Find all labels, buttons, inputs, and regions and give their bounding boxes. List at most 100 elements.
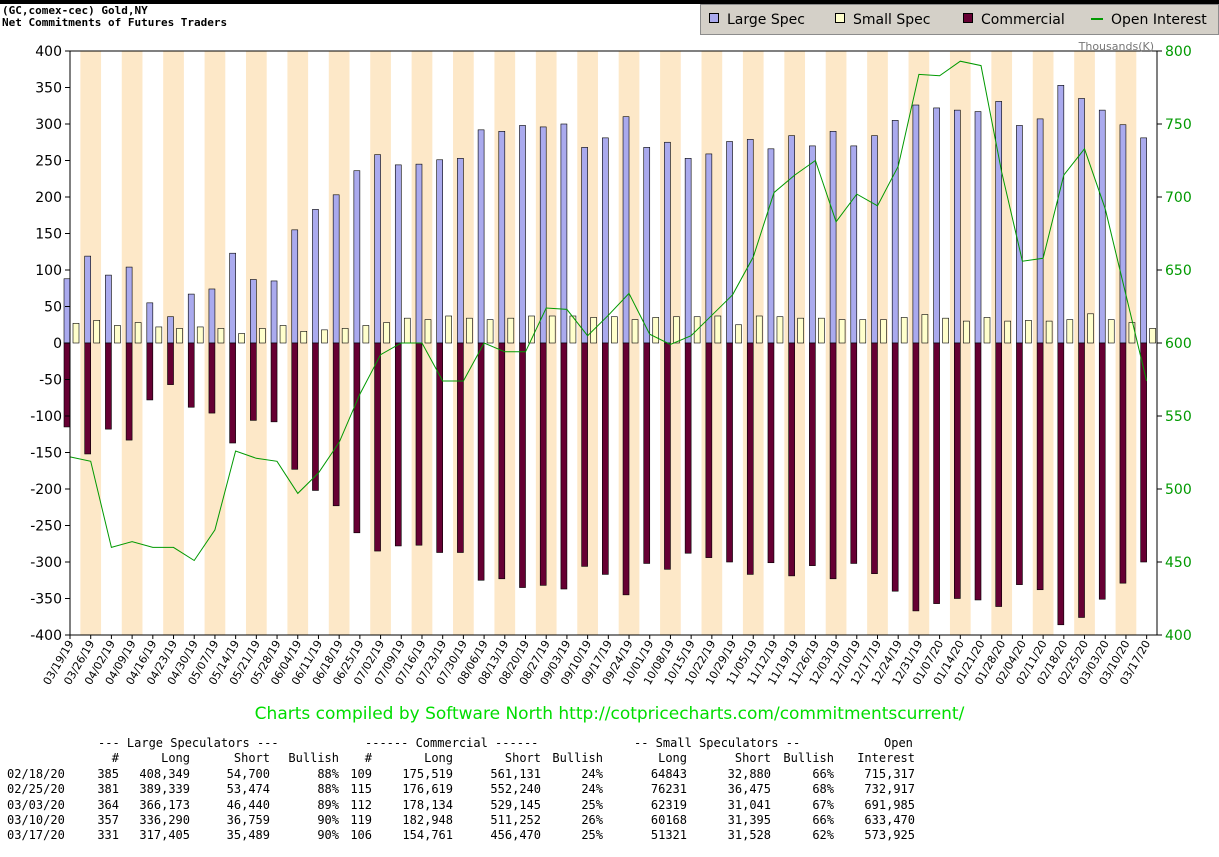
small-spec-bar	[859, 319, 867, 344]
legend-label: Small Spec	[853, 12, 931, 28]
table-cell: 175,519	[402, 767, 453, 781]
column-header: Long	[658, 751, 687, 765]
column-header: Long	[424, 751, 453, 765]
commercial-bar	[229, 342, 236, 444]
large-spec-bar	[664, 141, 671, 344]
commercial-bar	[560, 342, 568, 590]
table-cell: 68%	[812, 782, 834, 797]
table-cell: 90%	[317, 812, 339, 827]
small-spec-bar	[880, 319, 887, 344]
column-header: Interest	[857, 751, 915, 765]
large-spec-bar	[891, 120, 899, 344]
small-spec-bar	[714, 315, 722, 344]
table-cell: 60168	[650, 812, 687, 827]
large-spec-bar	[394, 164, 402, 344]
small-spec-bar	[486, 319, 494, 344]
small-spec-bar	[900, 317, 908, 344]
left-axis-label: 350	[35, 81, 62, 97]
large-spec-bar	[291, 229, 299, 344]
commercial-bar	[1140, 342, 1147, 563]
commercial-bar	[1016, 342, 1023, 585]
left-axis-label: 0	[53, 336, 62, 352]
top-border	[0, 0, 1219, 4]
commercial-bar	[498, 342, 506, 580]
column-header: Short	[734, 751, 771, 765]
small-spec-bar	[176, 328, 183, 344]
commercial-bar	[291, 342, 299, 470]
commercial-bar	[436, 342, 443, 553]
table-cell: 366,173	[139, 797, 190, 812]
small-spec-bar	[1087, 313, 1094, 344]
large-spec-bar	[850, 145, 858, 344]
large-spec-bar	[643, 147, 651, 344]
right-axis-label: 700	[1165, 190, 1192, 206]
table-cell: 35,489	[226, 828, 270, 843]
large-spec-bar	[519, 125, 526, 344]
group-header-open: Open	[884, 736, 913, 750]
commercial-bar	[829, 342, 837, 580]
small-spec-bar	[755, 315, 763, 344]
small-spec-bar	[1128, 322, 1136, 344]
small-spec-bar	[217, 328, 225, 344]
right-axis-label: 550	[1165, 409, 1192, 425]
left-axis-label: 50	[44, 300, 62, 316]
table-cell: 24%	[581, 767, 603, 781]
small-spec-bar	[196, 326, 204, 344]
large-spec-bar	[829, 131, 837, 344]
small-spec-bar	[134, 322, 142, 344]
small-spec-bar	[631, 319, 639, 344]
legend: Large Spec Small Spec Commercial Open In…	[700, 4, 1219, 35]
small-spec-bar	[963, 320, 970, 344]
table-cell: 67%	[812, 797, 834, 812]
table-cell: 119	[350, 812, 372, 827]
large-spec-bar	[954, 109, 961, 344]
table-cell: 36,759	[226, 812, 270, 827]
table-cell: 389,339	[139, 782, 190, 797]
commercial-bar	[374, 342, 381, 552]
large-spec-bar	[726, 141, 733, 344]
commercial-bar	[415, 342, 423, 546]
large-spec-bar	[457, 158, 464, 344]
small-spec-bar	[403, 317, 411, 344]
commercial-bar	[933, 342, 940, 604]
commercial-bar	[84, 342, 92, 455]
large-spec-bar	[560, 123, 568, 344]
large-spec-bar	[809, 145, 816, 344]
table-cell: 381	[97, 782, 119, 797]
column-header: Long	[161, 751, 190, 765]
commercial-bar	[602, 342, 609, 575]
large-spec-bar	[125, 266, 133, 344]
table-cell: 106	[350, 828, 372, 843]
large-spec-bar	[581, 147, 588, 344]
small-spec-bar	[321, 329, 328, 344]
table-cell: 25%	[581, 797, 603, 812]
large-spec-bar	[63, 278, 71, 344]
legend-label: Open Interest	[1111, 12, 1207, 28]
small-spec-bar	[1066, 319, 1074, 344]
large-spec-bar	[105, 274, 112, 344]
commercial-bar	[809, 342, 816, 566]
large-spec-bar	[229, 252, 236, 344]
table-cell: 408,349	[139, 767, 190, 781]
table-cell: 336,290	[139, 812, 190, 827]
commercial-bar	[850, 342, 858, 564]
commercial-bar	[353, 342, 361, 534]
column-header: #	[364, 751, 372, 765]
left-axis-label: -300	[30, 555, 62, 571]
small-spec-bar	[445, 315, 452, 344]
commercial-bar	[1057, 342, 1065, 626]
group-header-commercial: ------ Commercial ------	[365, 736, 539, 750]
table-cell: 31,395	[727, 812, 771, 827]
legend-label: Commercial	[981, 12, 1065, 28]
row-date: 02/18/20	[7, 767, 65, 781]
large-spec-bar	[312, 209, 319, 344]
left-axis-label: -400	[30, 628, 62, 644]
table-cell: 357	[97, 812, 119, 827]
legend-item-large-spec: Large Spec	[709, 12, 805, 28]
commercial-bar	[519, 342, 526, 588]
commercial-bar	[250, 342, 257, 421]
commercial-bar	[394, 342, 402, 547]
table-cell: 54,700	[226, 767, 270, 781]
table-cell: 529,145	[490, 797, 541, 812]
large-spec-bar	[767, 148, 775, 344]
